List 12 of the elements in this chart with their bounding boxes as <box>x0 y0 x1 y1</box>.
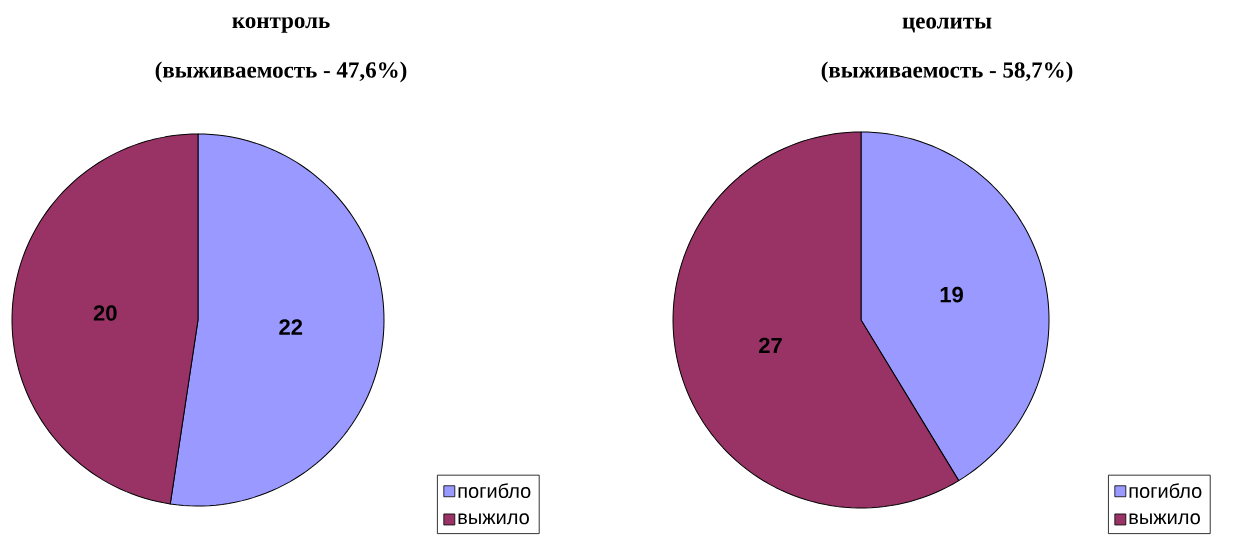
data-label: 19 <box>940 286 963 303</box>
data-label: 20 <box>93 305 117 321</box>
chart-subtitle: (выживаемость - 58,7%) <box>821 61 1073 83</box>
chart-subtitle: (выживаемость - 47,6%) <box>155 61 407 83</box>
legend-label: выжило <box>458 513 529 525</box>
chart-title: цеолиты <box>902 17 992 33</box>
data-label: 22 <box>279 319 303 335</box>
legend-label: погибло <box>1129 483 1202 499</box>
legend-label: погибло <box>458 483 531 499</box>
legend-label: выжило <box>1129 513 1200 525</box>
chart-title: контроль <box>232 17 330 33</box>
data-label: 27 <box>759 337 782 354</box>
